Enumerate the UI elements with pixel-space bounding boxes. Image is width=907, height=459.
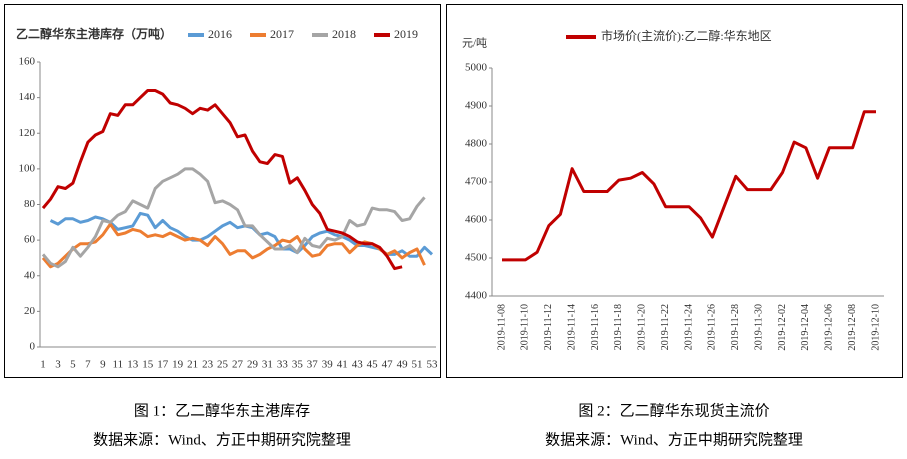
y-tick-label: 100 [19,162,36,174]
x-tick-label: 45 [367,359,379,371]
y-tick-label: 20 [24,305,36,317]
x-tick-label: 2019-11-12 [543,304,554,350]
y-tick-label: 4500 [465,252,488,264]
x-tick-label: 37 [307,359,319,371]
legend-label: 2017 [270,27,294,41]
x-tick-label: 13 [127,359,139,371]
x-tick-label: 21 [187,359,198,371]
x-tick-label: 47 [382,359,394,371]
y-tick-label: 5000 [465,62,488,74]
y-tick-label: 160 [19,56,36,68]
x-tick-label: 49 [397,359,409,371]
chart-title: 乙二醇华东主港库存（万吨） [16,26,172,41]
y-tick-label: 4400 [465,290,488,302]
x-tick-label: 41 [337,359,348,371]
x-tick-label: 2019-11-18 [613,304,624,350]
legend-label: 2016 [208,27,232,41]
series-line [41,89,403,271]
y-tick-label: 80 [24,198,36,210]
series-line [502,110,876,262]
x-tick-label: 11 [113,359,124,371]
x-tick-label: 3 [55,359,61,371]
x-tick-label: 51 [412,359,423,371]
x-tick-label: 53 [427,359,439,371]
x-tick-label: 2019-12-04 [800,304,811,351]
x-tick-label: 15 [142,359,154,371]
caption: 图 1：乙二醇华东主港库存 [134,402,310,419]
x-tick-label: 23 [202,359,214,371]
x-tick-label: 2019-11-20 [637,304,648,350]
x-tick-label: 2019-11-26 [707,304,718,350]
x-tick-label: 2019-11-14 [566,304,577,350]
y-tick-label: 4900 [465,100,488,112]
x-tick-label: 5 [70,359,76,371]
x-tick-label: 2019-11-08 [496,304,507,350]
x-tick-label: 2019-12-08 [847,304,858,351]
x-tick-label: 7 [85,359,91,371]
x-tick-label: 25 [217,359,229,371]
x-tick-label: 33 [277,359,289,371]
panel-border [446,4,903,378]
series-line [49,211,434,258]
x-tick-label: 2019-11-16 [590,304,601,350]
y-tick-label: 4800 [465,138,488,150]
x-tick-label: 1 [40,359,46,371]
x-tick-label: 9 [100,359,106,371]
source: 数据来源：Wind、方正中期研究院整理 [93,430,351,448]
x-tick-label: 2019-12-06 [824,304,835,351]
y-tick-label: 40 [24,269,36,281]
x-tick-label: 31 [262,359,273,371]
y-tick-label: 4600 [465,214,488,226]
legend-label: 2019 [394,27,418,41]
x-tick-label: 2019-11-24 [683,304,694,350]
x-tick-label: 29 [247,359,259,371]
x-tick-label: 27 [232,359,244,371]
y-tick-label: 120 [19,127,36,139]
x-tick-label: 39 [322,359,334,371]
x-tick-label: 2019-11-10 [520,304,531,350]
y-tick-label: 60 [24,234,36,246]
y-tick-label: 0 [30,341,36,353]
y-tick-label: 140 [19,91,36,103]
x-tick-label: 2019-11-28 [730,304,741,350]
legend-label: 市场价(主流价):乙二醇:华东地区 [601,28,772,43]
x-tick-label: 19 [172,359,184,371]
x-tick-label: 17 [157,359,169,371]
y-axis-label: 元/吨 [462,37,487,50]
legend-label: 2018 [332,27,356,41]
panel-border [4,4,441,378]
x-tick-label: 2019-11-30 [753,304,764,350]
y-tick-label: 4700 [465,176,488,188]
x-tick-label: 43 [352,359,364,371]
x-tick-label: 2019-11-22 [660,304,671,350]
series-line [41,167,426,269]
caption: 图 2：乙二醇华东现货主流价 [578,402,769,419]
x-tick-label: 2019-12-02 [777,304,788,351]
x-tick-label: 35 [292,359,304,371]
x-tick-label: 2019-12-10 [870,304,881,351]
source: 数据来源：Wind、方正中期研究院整理 [545,430,803,448]
